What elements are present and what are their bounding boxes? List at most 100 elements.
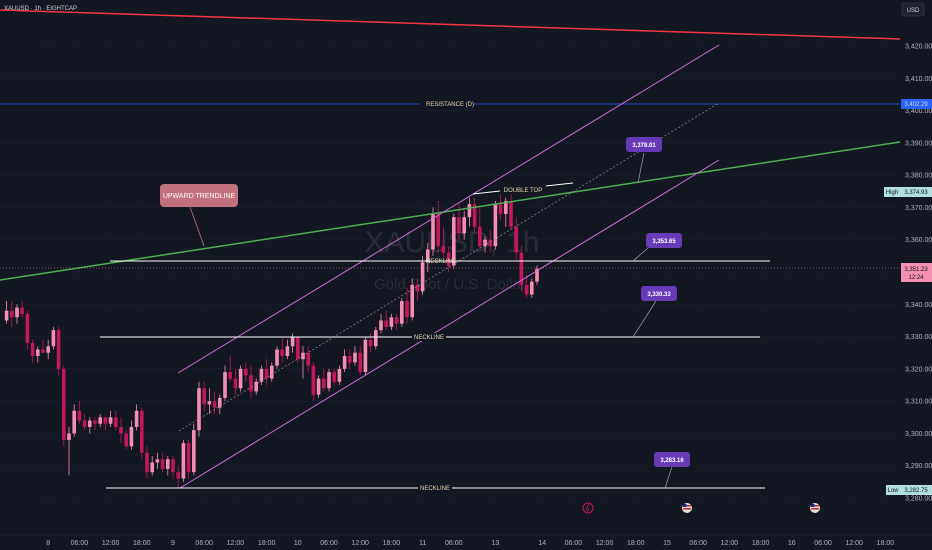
- candle-body: [186, 443, 191, 473]
- candle-body: [93, 420, 97, 424]
- candle-body: [56, 330, 61, 369]
- price-tick-label: 3,370.00: [905, 205, 932, 212]
- candle: [353, 346, 357, 366]
- candle: [192, 423, 196, 476]
- target-1-callout[interactable]: [626, 137, 662, 152]
- candle-body: [441, 246, 446, 253]
- candle-body: [223, 372, 227, 398]
- candle-body: [108, 417, 113, 424]
- currency-button[interactable]: [901, 2, 925, 17]
- time-tick-label: 9: [171, 540, 175, 547]
- candle: [514, 217, 518, 260]
- candle: [488, 230, 492, 253]
- green-trendline[interactable]: [0, 141, 901, 281]
- candle: [358, 346, 362, 376]
- time-tick-label: 11: [419, 540, 426, 547]
- time-tick-label: 06:00: [320, 540, 338, 547]
- candle: [332, 368, 336, 385]
- candle: [140, 407, 144, 460]
- earnings-event-icon[interactable]: [582, 502, 594, 514]
- channel-lower-line[interactable]: [179, 159, 720, 489]
- candle: [322, 368, 326, 392]
- candle-body: [420, 262, 425, 292]
- us-flag-event-icon-2[interactable]: [810, 503, 820, 513]
- candle-body: [322, 378, 326, 389]
- candle-body: [207, 401, 212, 405]
- time-tick-label: 12:00: [596, 540, 614, 547]
- upward-trendline-callout[interactable]: [160, 184, 238, 207]
- candle: [452, 213, 456, 269]
- candle: [238, 365, 243, 392]
- candle: [384, 310, 388, 331]
- candle: [212, 391, 217, 415]
- candle: [181, 439, 186, 482]
- target-3-callout[interactable]: [641, 286, 677, 301]
- candle: [285, 339, 290, 360]
- currency-label: USD: [907, 8, 920, 14]
- candle: [124, 430, 128, 450]
- candle-body: [238, 368, 243, 389]
- candle-body: [155, 459, 160, 463]
- candle: [51, 326, 56, 350]
- target-2-callout[interactable]: [646, 233, 682, 248]
- candle-body: [249, 375, 253, 392]
- candle: [10, 301, 14, 327]
- candle: [223, 365, 227, 402]
- price-tick-label: 3,380.00: [905, 173, 932, 180]
- symbol-header[interactable]: XAUUSD · 1h · EIGHTCAP: [4, 6, 77, 12]
- candle: [493, 200, 498, 250]
- candle-body: [197, 388, 201, 431]
- price-tick-label: 3,320.00: [905, 366, 932, 373]
- candle: [280, 336, 284, 363]
- candle-body: [400, 301, 404, 324]
- red-trendline[interactable]: [0, 9, 901, 40]
- time-tick-label: 06:00: [195, 540, 213, 547]
- high-tag-box: [884, 187, 901, 197]
- candle-body: [129, 426, 134, 447]
- candle: [436, 200, 440, 253]
- candle: [41, 339, 45, 353]
- channel-mid-line[interactable]: [178, 102, 720, 432]
- candle: [218, 394, 222, 415]
- time-axis[interactable]: [0, 535, 932, 550]
- candle: [145, 446, 149, 479]
- time-tick-label: 18:00: [877, 540, 895, 547]
- candle: [264, 359, 269, 385]
- high-tag-text: High: [886, 190, 898, 196]
- candle-body: [285, 346, 290, 356]
- target-1-text: 3,378.01: [632, 143, 656, 149]
- candle-body: [306, 352, 310, 366]
- low-price-tag: [901, 485, 932, 495]
- time-tick-label: 06:00: [445, 540, 463, 547]
- candle-body: [134, 410, 139, 427]
- candle-body: [114, 417, 118, 427]
- candle: [311, 362, 316, 402]
- candle: [374, 326, 378, 350]
- candle: [420, 255, 425, 295]
- candle-body: [316, 378, 321, 395]
- candle: [129, 420, 134, 450]
- low-tag-text: Low: [887, 488, 899, 494]
- candle: [4, 301, 9, 324]
- candle-body: [342, 355, 347, 369]
- countdown-text: 12:24: [908, 275, 924, 281]
- candle-body: [46, 346, 50, 353]
- channel-upper-line[interactable]: [177, 44, 720, 374]
- watermark-description: Gold Spot / U.S. Dollar: [374, 276, 526, 293]
- last-price-tag: [901, 263, 932, 282]
- candle: [467, 197, 472, 227]
- target-4-callout[interactable]: [654, 452, 690, 467]
- candle-body: [415, 284, 420, 292]
- time-tick-label: 13: [492, 540, 500, 547]
- candle-body: [467, 204, 472, 218]
- candle-body: [67, 433, 71, 440]
- candle: [498, 194, 503, 221]
- time-tick-label: 18:00: [258, 540, 276, 547]
- time-tick-label: 15: [663, 540, 671, 547]
- candle-body: [171, 459, 175, 473]
- candle-body: [472, 204, 477, 227]
- candle: [207, 388, 212, 415]
- time-tick-label: 18:00: [627, 540, 645, 547]
- us-flag-event-icon[interactable]: [682, 503, 692, 513]
